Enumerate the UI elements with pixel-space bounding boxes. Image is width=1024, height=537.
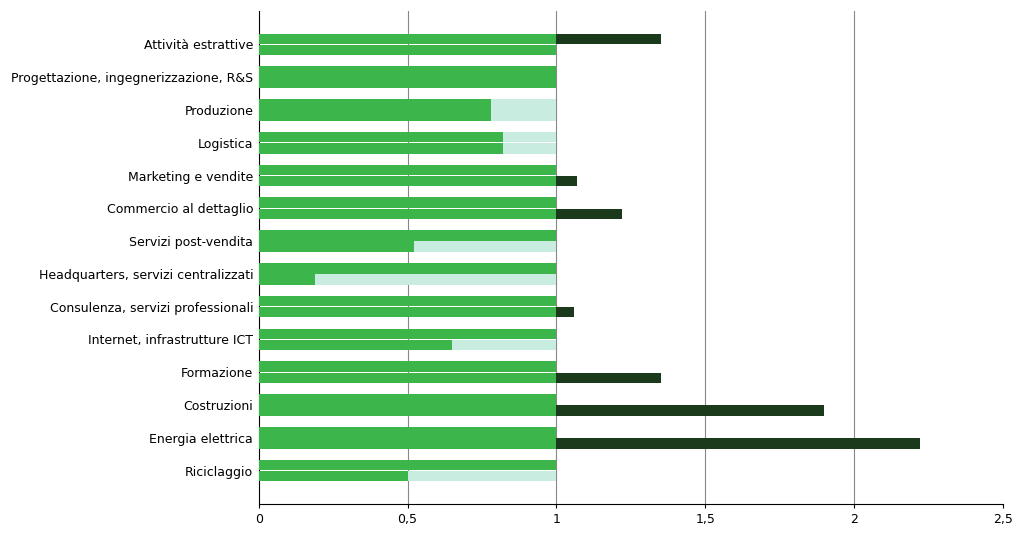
Bar [259, 405, 556, 416]
Bar [259, 208, 556, 219]
Bar [556, 208, 622, 219]
Bar [556, 176, 578, 186]
Bar [259, 394, 556, 405]
Bar [259, 242, 556, 252]
Bar [259, 143, 503, 154]
Bar [259, 110, 556, 121]
Bar [259, 263, 556, 273]
Bar [259, 361, 556, 372]
Bar [259, 242, 414, 252]
Bar [259, 198, 556, 208]
Bar [259, 77, 556, 88]
Bar [556, 438, 920, 449]
Bar [259, 132, 503, 142]
Bar [259, 33, 556, 44]
Bar [259, 110, 490, 121]
Bar [259, 165, 556, 175]
Bar [556, 373, 660, 383]
Bar [259, 340, 453, 350]
Bar [259, 274, 556, 285]
Bar [259, 438, 556, 449]
Bar [556, 33, 660, 44]
Bar [259, 66, 556, 77]
Bar [259, 340, 556, 350]
Bar [259, 176, 556, 186]
Bar [259, 132, 556, 142]
Bar [259, 143, 556, 154]
Bar [259, 307, 556, 317]
Bar [259, 99, 556, 110]
Bar [259, 274, 315, 285]
Bar [259, 471, 556, 482]
Bar [259, 373, 556, 383]
Bar [556, 405, 824, 416]
Bar [259, 329, 556, 339]
Bar [259, 427, 556, 438]
Bar [259, 45, 556, 55]
Bar [259, 460, 556, 470]
Bar [259, 230, 556, 241]
Bar [556, 307, 574, 317]
Bar [259, 471, 408, 482]
Bar [259, 99, 490, 110]
Bar [259, 296, 556, 306]
